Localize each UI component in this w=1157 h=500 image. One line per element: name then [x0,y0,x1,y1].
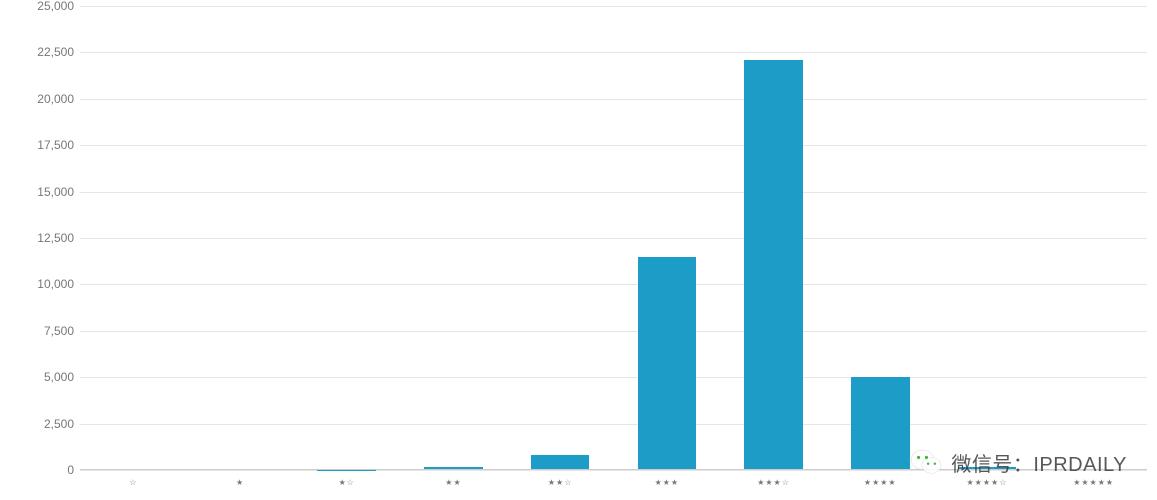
y-tick-label: 17,500 [37,138,80,152]
bar [531,455,590,470]
y-tick-label: 0 [67,463,80,477]
x-tick-label: ★☆ [339,470,355,487]
rating-bar-chart: 0 2,500 5,000 7,500 10,000 12,500 15,000 17,500… [0,0,1157,500]
bar [744,60,803,470]
y-tick-label: 2,500 [44,417,80,431]
x-axis-line [80,469,1147,470]
y-tick-label: 22,500 [37,45,80,59]
bar [638,257,697,470]
y-tick-label: 15,000 [37,185,80,199]
x-tick-label: ★★★ [655,470,680,487]
x-tick-label: ★★★★☆ [967,470,1008,487]
y-tick-label: 25,000 [37,0,80,13]
plot-area: 02,5005,0007,50010,00012,50015,00017,500… [80,6,1147,470]
x-tick-label: ★ [236,470,244,487]
x-tick-label: ★★☆ [548,470,573,487]
x-tick-label: ★★ [445,470,461,487]
y-tick-label: 7,500 [44,324,80,338]
y-tick-label: 10,000 [37,277,80,291]
bar [851,377,910,470]
y-tick-label: 20,000 [37,92,80,106]
bars-container [80,6,1147,470]
y-tick-label: 12,500 [37,231,80,245]
y-tick-label: 5,000 [44,370,80,384]
x-tick-label: ☆ [129,470,137,487]
x-tick-label: ★★★☆ [757,470,790,487]
x-tick-label: ★★★★★ [1073,470,1114,487]
x-tick-label: ★★★★ [864,470,897,487]
